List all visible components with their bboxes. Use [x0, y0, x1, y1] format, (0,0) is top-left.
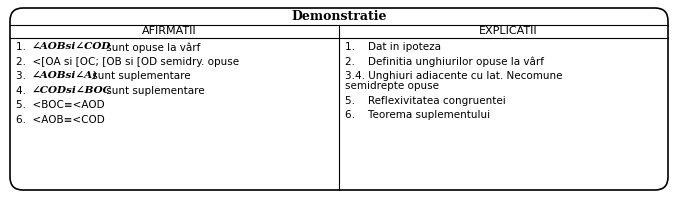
Text: 3.: 3.: [16, 71, 33, 81]
Text: 4.: 4.: [16, 86, 33, 95]
Text: 1.    Dat in ipoteza: 1. Dat in ipoteza: [345, 42, 441, 52]
Text: ∠CODsi∠BOC: ∠CODsi∠BOC: [32, 86, 112, 94]
Text: 6.    Teorema suplementului: 6. Teorema suplementului: [345, 110, 490, 120]
Text: semidrepte opuse: semidrepte opuse: [345, 81, 439, 91]
Text: AFIRMATII: AFIRMATII: [142, 26, 197, 36]
Text: 3.4. Unghiuri adiacente cu lat. Necomune: 3.4. Unghiuri adiacente cu lat. Necomune: [345, 71, 563, 81]
Text: 5.  <BOC≡<AOD: 5. <BOC≡<AOD: [16, 100, 104, 110]
Text: ∠AOBsi∠A): ∠AOBsi∠A): [32, 71, 98, 80]
Text: Demonstratie: Demonstratie: [292, 10, 386, 23]
Text: 6.  <AOB≡<COD: 6. <AOB≡<COD: [16, 114, 104, 125]
Text: 2.  <[OA si [OC; [OB si [OD semidry. opuse: 2. <[OA si [OC; [OB si [OD semidry. opus…: [16, 56, 239, 67]
Text: EXPLICATII: EXPLICATII: [479, 26, 538, 36]
Text: sunt suplementare: sunt suplementare: [89, 71, 191, 81]
Text: 5.    Reflexivitatea congruentei: 5. Reflexivitatea congruentei: [345, 96, 506, 106]
Text: sunt opuse la vârf: sunt opuse la vârf: [103, 42, 201, 52]
FancyBboxPatch shape: [10, 8, 668, 190]
Text: 2.    Definitia unghiurilor opuse la vârf: 2. Definitia unghiurilor opuse la vârf: [345, 56, 544, 67]
Text: ∠AOBsi∠COD: ∠AOBsi∠COD: [32, 42, 111, 51]
Text: sunt suplementare: sunt suplementare: [103, 86, 205, 95]
Text: 1.: 1.: [16, 42, 33, 52]
